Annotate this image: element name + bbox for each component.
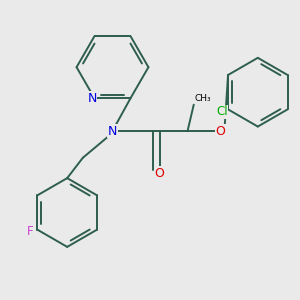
Text: N: N [108, 125, 117, 138]
Text: O: O [154, 167, 164, 180]
Text: F: F [27, 225, 34, 238]
Text: CH₃: CH₃ [195, 94, 211, 103]
Text: Cl: Cl [216, 105, 228, 119]
Text: O: O [215, 125, 225, 138]
Text: N: N [87, 92, 97, 105]
